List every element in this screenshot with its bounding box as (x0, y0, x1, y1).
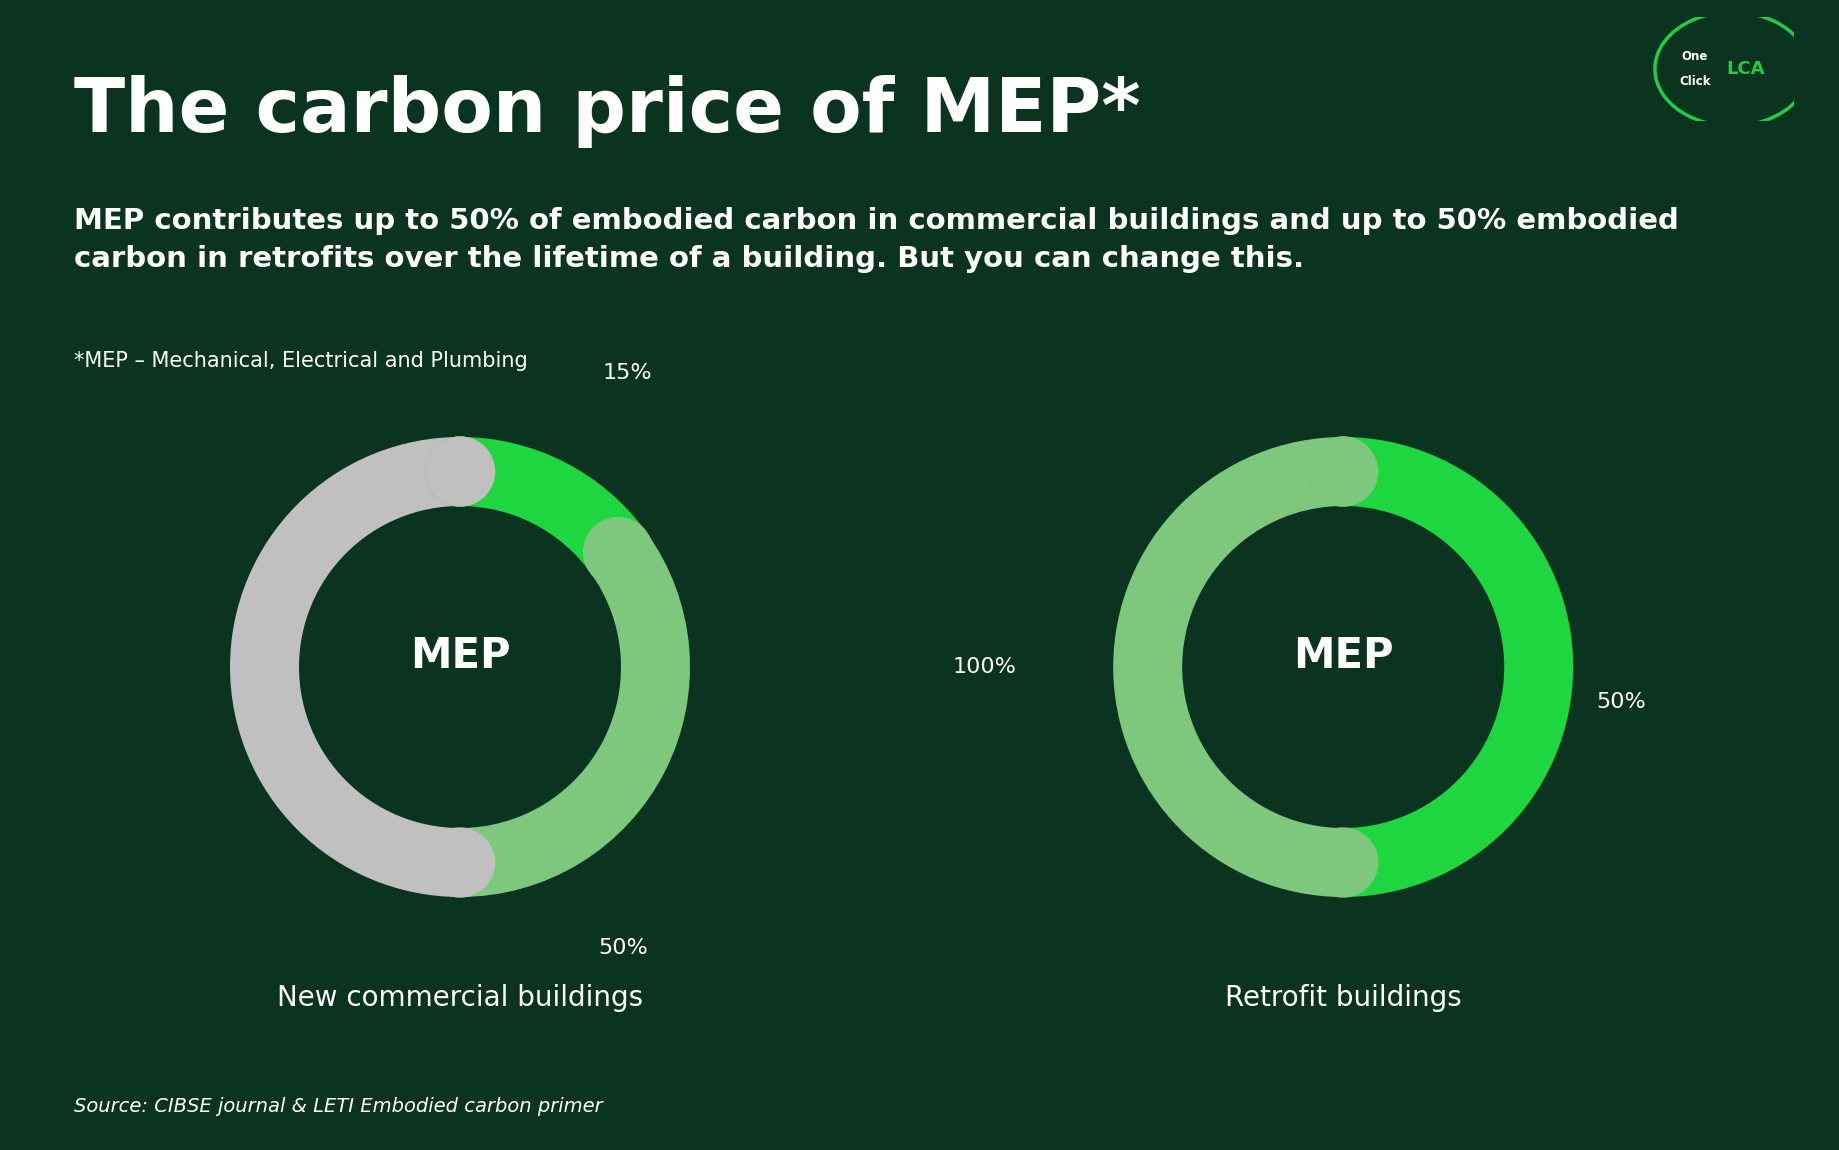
Text: Retrofit buildings: Retrofit buildings (1225, 984, 1460, 1012)
Text: 100%: 100% (953, 657, 1017, 677)
Wedge shape (460, 531, 690, 897)
Circle shape (1308, 437, 1377, 506)
Text: New commercial buildings: New commercial buildings (278, 984, 642, 1012)
Text: MEP: MEP (1293, 635, 1392, 676)
Circle shape (583, 518, 653, 586)
Text: MEP: MEP (410, 635, 509, 676)
Text: Click: Click (1677, 75, 1710, 87)
Circle shape (425, 437, 495, 506)
Circle shape (425, 437, 495, 506)
Text: MEP contributes up to 50% of embodied carbon in commercial buildings and up to 5: MEP contributes up to 50% of embodied ca… (74, 207, 1677, 273)
Circle shape (425, 828, 495, 897)
Wedge shape (460, 437, 645, 573)
Text: Source: CIBSE journal & LETI Embodied carbon primer: Source: CIBSE journal & LETI Embodied ca… (74, 1096, 601, 1116)
Wedge shape (230, 437, 460, 897)
Text: 50%: 50% (598, 937, 647, 958)
Wedge shape (1113, 437, 1342, 897)
Wedge shape (1342, 437, 1572, 897)
Text: *MEP – Mechanical, Electrical and Plumbing: *MEP – Mechanical, Electrical and Plumbi… (74, 351, 528, 370)
Text: 15%: 15% (603, 362, 651, 383)
Text: 50%: 50% (1596, 691, 1646, 712)
Text: The carbon price of MEP*: The carbon price of MEP* (74, 75, 1140, 147)
Text: One: One (1681, 51, 1707, 63)
Circle shape (1308, 437, 1377, 506)
Text: LCA: LCA (1725, 60, 1764, 78)
Circle shape (1308, 828, 1377, 897)
